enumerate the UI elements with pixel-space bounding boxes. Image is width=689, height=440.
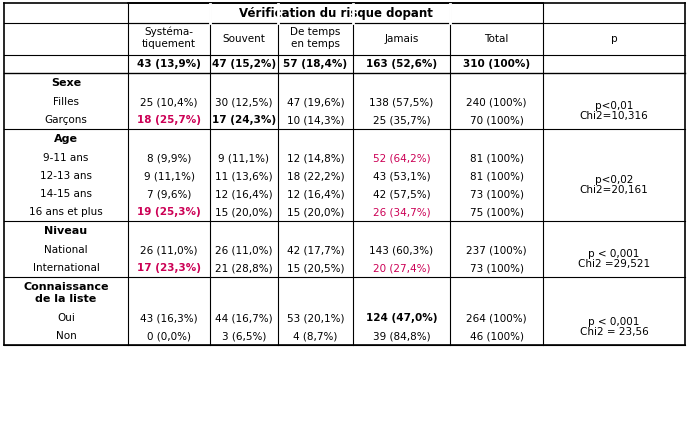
Text: 18 (25,7%): 18 (25,7%) (137, 115, 201, 125)
Text: 14-15 ans: 14-15 ans (40, 189, 92, 199)
Text: 163 (52,6%): 163 (52,6%) (366, 59, 437, 69)
Text: 15 (20,0%): 15 (20,0%) (215, 207, 273, 217)
Text: 0 (0,0%): 0 (0,0%) (147, 331, 191, 341)
Text: Connaissance: Connaissance (23, 282, 109, 292)
Text: 9 (11,1%): 9 (11,1%) (218, 153, 269, 163)
Text: 73 (100%): 73 (100%) (469, 189, 524, 199)
Text: 39 (84,8%): 39 (84,8%) (373, 331, 431, 341)
Text: 12-13 ans: 12-13 ans (40, 171, 92, 181)
Text: 43 (16,3%): 43 (16,3%) (140, 313, 198, 323)
Text: 11 (13,6%): 11 (13,6%) (215, 171, 273, 181)
Text: 19 (25,3%): 19 (25,3%) (137, 207, 201, 217)
Text: 26 (34,7%): 26 (34,7%) (373, 207, 431, 217)
Text: Vérification du risque dopant: Vérification du risque dopant (238, 7, 433, 19)
Text: 20 (27,4%): 20 (27,4%) (373, 263, 430, 273)
Text: 25 (35,7%): 25 (35,7%) (373, 115, 431, 125)
Text: 70 (100%): 70 (100%) (470, 115, 524, 125)
Text: 52 (64,2%): 52 (64,2%) (373, 153, 431, 163)
Text: 264 (100%): 264 (100%) (466, 313, 527, 323)
Text: 44 (16,7%): 44 (16,7%) (215, 313, 273, 323)
Text: 310 (100%): 310 (100%) (463, 59, 530, 69)
Text: 18 (22,2%): 18 (22,2%) (287, 171, 344, 181)
Text: 81 (100%): 81 (100%) (469, 171, 524, 181)
Text: 26 (11,0%): 26 (11,0%) (141, 245, 198, 255)
Text: 25 (10,4%): 25 (10,4%) (141, 97, 198, 107)
Text: 42 (57,5%): 42 (57,5%) (373, 189, 431, 199)
Text: Filles: Filles (53, 97, 79, 107)
Text: 15 (20,5%): 15 (20,5%) (287, 263, 344, 273)
Text: p: p (610, 34, 617, 44)
Text: Oui: Oui (57, 313, 75, 323)
Text: p<0,02: p<0,02 (595, 175, 633, 185)
Text: 16 ans et plus: 16 ans et plus (29, 207, 103, 217)
Text: International: International (32, 263, 99, 273)
Text: 3 (6,5%): 3 (6,5%) (222, 331, 266, 341)
Text: 138 (57,5%): 138 (57,5%) (369, 97, 433, 107)
Text: De temps: De temps (290, 27, 340, 37)
Text: 12 (16,4%): 12 (16,4%) (215, 189, 273, 199)
Text: Age: Age (54, 134, 78, 144)
Text: 10 (14,3%): 10 (14,3%) (287, 115, 344, 125)
Text: Chi2 = 23,56: Chi2 = 23,56 (579, 327, 648, 337)
Text: de la liste: de la liste (35, 294, 96, 304)
Text: Chi2 =29,521: Chi2 =29,521 (578, 259, 650, 269)
Text: 46 (100%): 46 (100%) (469, 331, 524, 341)
Text: 240 (100%): 240 (100%) (466, 97, 527, 107)
Text: 47 (19,6%): 47 (19,6%) (287, 97, 344, 107)
Text: p < 0,001: p < 0,001 (588, 249, 639, 259)
Text: 43 (13,9%): 43 (13,9%) (137, 59, 201, 69)
Text: 17 (24,3%): 17 (24,3%) (212, 115, 276, 125)
Text: tiquement: tiquement (142, 39, 196, 49)
Text: 81 (100%): 81 (100%) (469, 153, 524, 163)
Text: 4 (8,7%): 4 (8,7%) (294, 331, 338, 341)
Text: Garçons: Garçons (45, 115, 88, 125)
Text: 53 (20,1%): 53 (20,1%) (287, 313, 344, 323)
Text: 57 (18,4%): 57 (18,4%) (283, 59, 347, 69)
Text: 124 (47,0%): 124 (47,0%) (366, 313, 438, 323)
Text: 17 (23,3%): 17 (23,3%) (137, 263, 201, 273)
Text: 143 (60,3%): 143 (60,3%) (369, 245, 433, 255)
Text: 47 (15,2%): 47 (15,2%) (212, 59, 276, 69)
Text: Niveau: Niveau (44, 226, 88, 236)
Text: Souvent: Souvent (223, 34, 265, 44)
Text: p<0,01: p<0,01 (595, 101, 633, 111)
Text: p < 0,001: p < 0,001 (588, 317, 639, 327)
Text: Chi2=20,161: Chi2=20,161 (579, 185, 648, 195)
Text: 21 (28,8%): 21 (28,8%) (215, 263, 273, 273)
Text: Non: Non (56, 331, 76, 341)
Text: 75 (100%): 75 (100%) (469, 207, 524, 217)
Text: 9-11 ans: 9-11 ans (43, 153, 89, 163)
Text: 12 (16,4%): 12 (16,4%) (287, 189, 344, 199)
Text: Jamais: Jamais (384, 34, 419, 44)
Text: 42 (17,7%): 42 (17,7%) (287, 245, 344, 255)
Text: 73 (100%): 73 (100%) (469, 263, 524, 273)
Text: National: National (44, 245, 88, 255)
Text: 15 (20,0%): 15 (20,0%) (287, 207, 344, 217)
Text: Sexe: Sexe (51, 78, 81, 88)
Text: en temps: en temps (291, 39, 340, 49)
Text: Chi2=10,316: Chi2=10,316 (579, 111, 648, 121)
Text: Systéma-: Systéma- (145, 27, 194, 37)
Text: 8 (9,9%): 8 (9,9%) (147, 153, 191, 163)
Text: 237 (100%): 237 (100%) (466, 245, 527, 255)
Text: 12 (14,8%): 12 (14,8%) (287, 153, 344, 163)
Text: Total: Total (484, 34, 508, 44)
Text: 43 (53,1%): 43 (53,1%) (373, 171, 431, 181)
Text: 9 (11,1%): 9 (11,1%) (143, 171, 194, 181)
Text: 7 (9,6%): 7 (9,6%) (147, 189, 191, 199)
Text: 26 (11,0%): 26 (11,0%) (215, 245, 273, 255)
Text: 30 (12,5%): 30 (12,5%) (215, 97, 273, 107)
